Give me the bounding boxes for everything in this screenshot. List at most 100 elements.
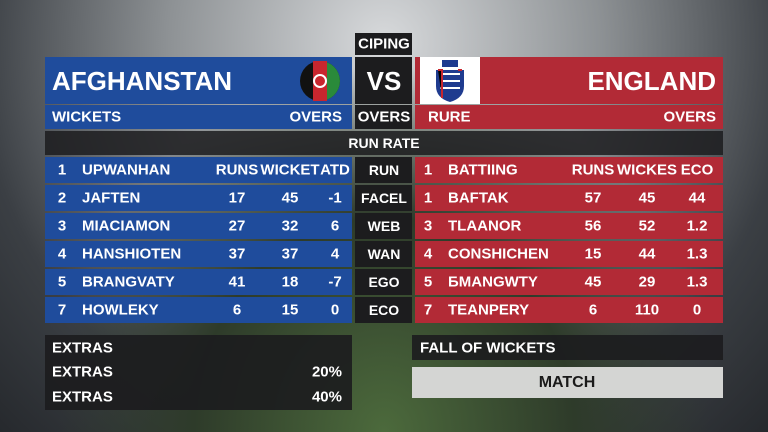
- away-cell: 15: [584, 245, 602, 263]
- away-cell: 45: [584, 273, 602, 291]
- away-cell: TEANPERY: [448, 301, 530, 319]
- away-cell: 1.3: [686, 245, 708, 263]
- home-cell: 15: [281, 301, 299, 319]
- away-cell: ƂMANGWTY: [448, 273, 538, 291]
- home-left: WICKETS: [52, 108, 122, 126]
- extras-box: [45, 335, 352, 410]
- home-cell: 6: [232, 301, 242, 319]
- home-cell: 18: [281, 273, 299, 291]
- home-cell: 5: [57, 273, 67, 291]
- label: CIPING: [358, 35, 410, 53]
- home-cell: -7: [328, 273, 342, 291]
- away-cell: WICKES: [617, 161, 677, 179]
- away-logo: [436, 60, 464, 102]
- home-cell: HOWLEKY: [82, 301, 159, 319]
- away-cell: 6: [588, 301, 598, 319]
- away-subheader: [415, 105, 723, 129]
- away-cell: 5: [423, 273, 433, 291]
- center-cell: EGO: [368, 274, 400, 290]
- away-cell: 29: [638, 273, 656, 291]
- away-cell: 44: [688, 189, 706, 207]
- away-row: [415, 157, 723, 183]
- center-row: [355, 269, 412, 295]
- away-left: RURE: [428, 108, 471, 126]
- fall-of-wickets: FALL OF WICKETS: [420, 339, 556, 357]
- center-row: [355, 157, 412, 183]
- home-cell: 4: [330, 245, 340, 263]
- extras-label: EXTRAS: [52, 388, 113, 406]
- extras-label: EXTRAS: [52, 363, 113, 381]
- center-cell: WEB: [367, 218, 401, 234]
- away-cell: 4: [423, 245, 433, 263]
- home-cell: 41: [228, 273, 246, 291]
- home-cell: JAFTEN: [82, 189, 141, 207]
- home-cell: 7: [57, 301, 67, 319]
- subtitle: RUN RATE: [348, 135, 420, 151]
- home-cell: 1: [57, 161, 67, 179]
- match-button[interactable]: [412, 367, 723, 398]
- home-cell: 17: [228, 189, 246, 207]
- away-cell: 44: [638, 245, 656, 263]
- home-cell: -1: [328, 189, 342, 207]
- away-cell: 56: [584, 217, 602, 235]
- home-flag: [300, 61, 340, 101]
- vs: VS: [366, 66, 402, 96]
- away-cell: CONSHICHEN: [448, 245, 549, 263]
- center-cell: ECO: [368, 302, 400, 318]
- home-cell: 27: [228, 217, 246, 235]
- away-cell: 7: [423, 301, 433, 319]
- center-cell: RUN: [368, 162, 400, 178]
- home-cell: WICKET: [260, 161, 320, 179]
- home-cell: RUNS: [215, 161, 259, 179]
- home-cell: HANSHIOTEN: [82, 245, 182, 263]
- center-heading: OVERS: [357, 108, 411, 126]
- away-right: OVERS: [663, 108, 716, 126]
- home-row: [45, 241, 352, 267]
- home-row: [45, 213, 352, 239]
- away-row: [415, 269, 723, 295]
- away-row: [415, 213, 723, 239]
- away-cell: 57: [584, 189, 602, 207]
- center-row: [355, 297, 412, 323]
- away-name: ENGLAND: [587, 66, 716, 96]
- home-cell: 6: [330, 217, 340, 235]
- label-box: [355, 33, 412, 55]
- center-row: [355, 241, 412, 267]
- away-row: [415, 297, 723, 323]
- home-cell: 32: [281, 217, 299, 235]
- subtitle-band: [45, 131, 723, 155]
- away-cell: 110: [634, 301, 660, 319]
- center-cell: FACEL: [361, 190, 407, 206]
- away-cell: BAFTAK: [448, 189, 509, 207]
- home-cell: 37: [281, 245, 299, 263]
- away-row: [415, 185, 723, 211]
- fow-box: [412, 335, 723, 360]
- home-cell: MIACIAMON: [82, 217, 171, 235]
- home-row: [45, 157, 352, 183]
- extras-title: EXTRAS: [52, 339, 113, 357]
- home-cell: 37: [228, 245, 246, 263]
- vs-box: [355, 57, 412, 104]
- away-cell: TLAANOR: [448, 217, 522, 235]
- away-cell: 3: [423, 217, 433, 235]
- away-row: [415, 241, 723, 267]
- home-cell: 4: [57, 245, 67, 263]
- match-label[interactable]: MATCH: [538, 374, 596, 391]
- away-cell: 45: [638, 189, 656, 207]
- away-cell: 1.2: [686, 217, 708, 235]
- extras-value: 40%: [311, 388, 342, 406]
- away-cell: 1: [423, 161, 433, 179]
- home-name: AFGHANSTAN: [52, 66, 233, 96]
- home-cell: UPWANHAN: [82, 161, 171, 179]
- away-cell: ECO: [680, 161, 714, 179]
- center-cell: WAN: [367, 246, 401, 262]
- home-subheader: [45, 105, 352, 129]
- away-cell: BATTIING: [448, 161, 518, 179]
- home-row: [45, 269, 352, 295]
- center-row: [355, 213, 412, 239]
- home-right: OVERS: [289, 108, 342, 126]
- center-row: [355, 185, 412, 211]
- home-cell: 2: [57, 189, 67, 207]
- home-row: [45, 297, 352, 323]
